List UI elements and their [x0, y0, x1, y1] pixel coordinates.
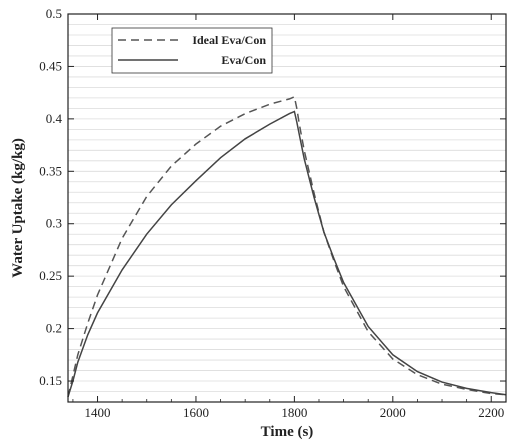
y-tick-label: 0.4: [46, 111, 63, 126]
y-axis-title: Water Uptake (kg/kg): [10, 138, 26, 278]
x-tick-label: 2200: [478, 405, 504, 420]
series-line-eva-con: [67, 110, 507, 398]
x-tick-label: 1400: [85, 405, 111, 420]
y-tick-label: 0.15: [39, 373, 62, 388]
x-axis-tick-labels: 1400 1600 1800 2000 2200: [85, 405, 505, 420]
series-line-ideal-eva-con: [67, 95, 507, 397]
y-tick-label: 0.3: [46, 216, 62, 231]
plot-frame: [67, 13, 507, 403]
x-tick-label: 1600: [183, 405, 209, 420]
legend-label-eva-con: Eva/Con: [221, 53, 266, 67]
x-tick-label: 2000: [380, 405, 406, 420]
legend-box: [111, 27, 273, 74]
y-tick-label: 0.5: [46, 6, 62, 21]
y-tick-label: 0.35: [39, 163, 62, 178]
legend: Ideal Eva/Con Eva/Con: [111, 27, 273, 74]
y-tick-label: 0.25: [39, 268, 62, 283]
x-axis-title: Time (s): [261, 424, 314, 440]
axis-ticks: [68, 13, 506, 402]
plot-area: [67, 95, 507, 398]
y-axis-tick-labels: 0.15 0.2 0.25 0.3 0.35 0.4 0.45 0.5: [39, 6, 62, 388]
y-tick-label: 0.2: [46, 321, 62, 336]
legend-label-ideal-eva-con: Ideal Eva/Con: [192, 33, 266, 47]
x-tick-label: 1800: [281, 405, 307, 420]
y-tick-label: 0.45: [39, 58, 62, 73]
